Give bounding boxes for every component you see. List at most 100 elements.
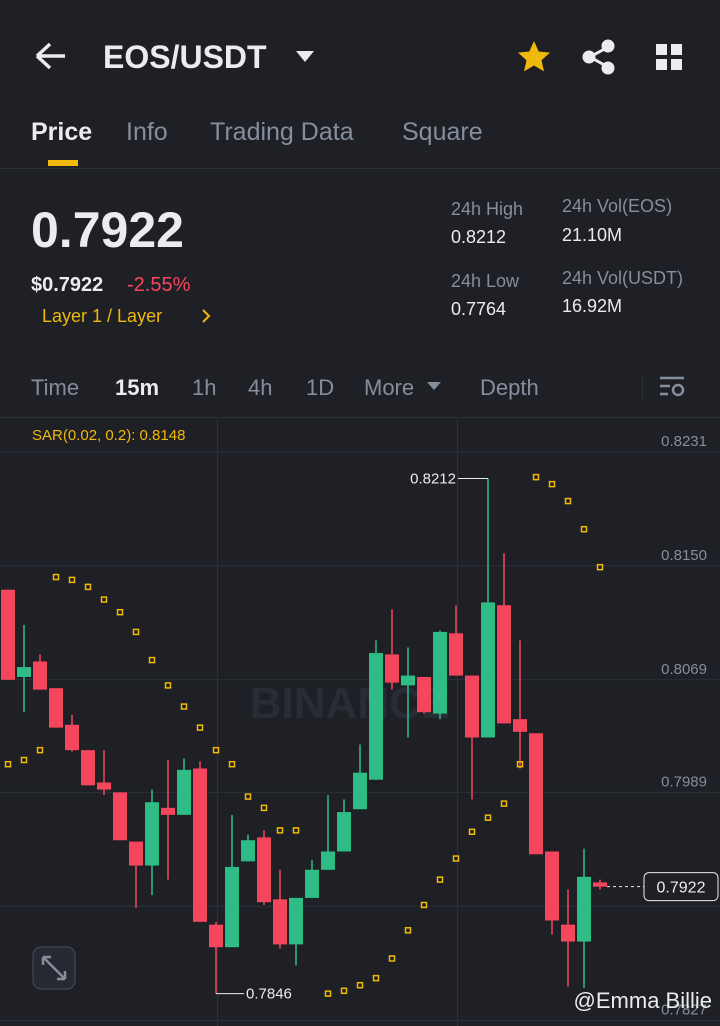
candle-body — [513, 719, 527, 732]
sar-dot — [100, 596, 108, 603]
candle-body — [433, 631, 447, 714]
y-tick-label: 0.8069 — [661, 661, 707, 678]
sar-dot — [580, 525, 588, 533]
candle-body — [1, 589, 15, 680]
interval[interactable]: Time — [31, 375, 80, 400]
interval[interactable]: Depth — [480, 375, 539, 400]
tag[interactable]: Layer 1 / Layer — [42, 306, 163, 326]
candle-body — [257, 837, 271, 903]
candle-body — [401, 675, 415, 686]
candle-body — [369, 653, 383, 780]
candle-body — [33, 661, 47, 690]
candle-body — [529, 733, 543, 855]
stat-value: 0.8212 — [451, 227, 507, 247]
tab[interactable]: Price — [31, 118, 93, 146]
y-tick-label: 0.7827 — [661, 1001, 707, 1018]
candle-body — [337, 812, 351, 852]
sar-dot — [356, 981, 364, 989]
candle-body — [65, 724, 79, 751]
candle-body — [353, 772, 367, 810]
candle-body — [465, 675, 479, 738]
interval[interactable]: More — [364, 375, 415, 400]
candle-body — [273, 899, 287, 945]
star-icon[interactable] — [518, 41, 550, 72]
last-price: 0.7922 — [31, 202, 184, 258]
candle-body — [497, 605, 511, 724]
candle-body — [561, 924, 575, 942]
sar-dot — [404, 927, 412, 934]
candlestick-chart: BINANCE SAR(0.02, 0.2): 0.8148 0.8231 0.8… — [0, 418, 720, 1026]
sar-dot — [596, 563, 604, 571]
sar-dot — [564, 497, 572, 505]
sar-dot — [340, 987, 348, 995]
high-label: 0.8212 — [410, 471, 456, 488]
interval[interactable]: 1D — [306, 375, 335, 400]
sar-dot — [228, 760, 236, 768]
sar-dot — [180, 703, 188, 710]
candle-body — [593, 882, 607, 887]
candle-body — [193, 768, 207, 922]
sar-dot — [148, 656, 156, 664]
chevron[interactable] — [202, 309, 211, 323]
candle-body — [321, 851, 335, 870]
sar-dot — [388, 955, 396, 962]
tab[interactable]: Square — [402, 118, 483, 146]
sar-dot — [36, 746, 44, 754]
sar-dot — [484, 814, 492, 821]
sar-dot — [436, 876, 444, 883]
sar-dot — [132, 628, 140, 636]
stat-label: 24h Vol(USDT) — [562, 268, 684, 288]
sar-dot — [372, 974, 380, 982]
candle-body — [305, 869, 319, 898]
pair-title[interactable]: EOS/USDT — [103, 39, 267, 75]
sar-dot — [212, 746, 220, 754]
y-tick-label: 0.8231 — [661, 433, 707, 450]
candle-body — [241, 840, 255, 862]
candle-body — [177, 769, 191, 815]
candle-body — [97, 782, 111, 790]
sar-dot — [244, 793, 252, 800]
price-change: -2.55% — [127, 274, 191, 296]
candle-body — [545, 851, 559, 921]
expand-icon[interactable] — [32, 946, 76, 990]
stat-value: 21.10M — [562, 225, 623, 245]
candle-body — [81, 750, 95, 786]
sar-dot — [516, 760, 524, 768]
tab[interactable]: Trading Data — [210, 118, 354, 146]
y-tick-label: 0.8150 — [661, 547, 707, 564]
stat-label: 24h Vol(EOS) — [562, 196, 673, 216]
sar-dot — [260, 804, 268, 812]
settings-icon[interactable] — [660, 376, 685, 397]
sar-dot — [20, 756, 28, 764]
sar-dot — [452, 855, 460, 862]
candle-body — [225, 866, 239, 948]
candle-body — [161, 807, 175, 815]
sar-dot — [276, 827, 284, 834]
back-icon[interactable] — [35, 42, 65, 70]
sar-dot — [164, 682, 172, 689]
candle-body — [129, 841, 143, 866]
indicator-label: SAR(0.02, 0.2): 0.8148 — [32, 427, 185, 444]
candle-body — [17, 667, 31, 677]
candle-body — [449, 633, 463, 676]
last-price-label: 0.7922 — [657, 880, 706, 897]
candle-body — [145, 802, 159, 866]
low-label: 0.7846 — [246, 986, 292, 1003]
tab[interactable]: Info — [126, 118, 168, 146]
last-price-box — [643, 872, 719, 902]
caret[interactable] — [296, 51, 314, 62]
caret[interactable] — [427, 382, 441, 390]
sar-dot — [196, 724, 204, 731]
candle-body — [209, 924, 223, 948]
share-icon[interactable] — [582, 39, 615, 75]
watermark: BINANCE — [250, 679, 450, 728]
interval[interactable]: 4h — [248, 375, 273, 400]
sar-dot — [84, 583, 92, 591]
stat-label: 24h Low — [451, 271, 520, 291]
interval[interactable]: 1h — [192, 375, 217, 400]
grid-icon[interactable] — [656, 44, 682, 70]
header-icons — [0, 39, 720, 418]
sar-dot — [68, 576, 76, 584]
interval[interactable]: 15m — [115, 375, 160, 400]
